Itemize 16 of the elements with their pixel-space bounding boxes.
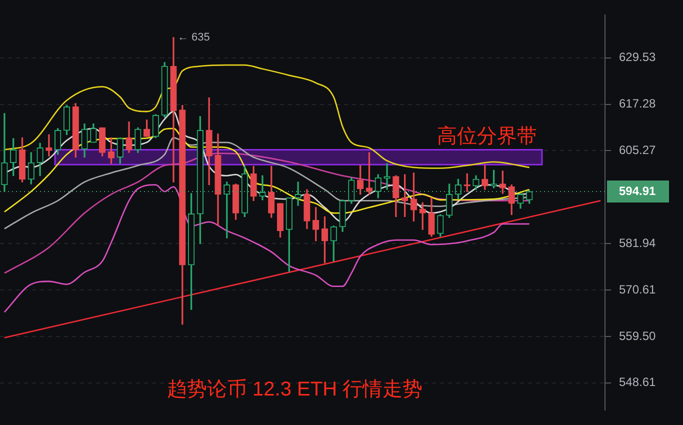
text: 趋势论币 12.3 ETH 行情走势: [167, 378, 423, 401]
band-label: 高位分界带: [437, 124, 537, 148]
y-tick-label: 581.94: [619, 236, 656, 250]
candlestick: [259, 175, 266, 200]
y-tick-label: 570.61: [619, 282, 656, 296]
candlestick: [294, 182, 302, 206]
ref-line-label: 594.91: [619, 184, 656, 198]
y-tick-label: 605.27: [619, 143, 656, 158]
y-tick-label: 548.61: [619, 375, 656, 390]
candlestick: [46, 134, 52, 156]
line-series: [4, 184, 530, 313]
candlestick: [384, 163, 390, 190]
y-tick-label: 629.53: [619, 50, 656, 64]
y-tick-label: 559.50: [619, 328, 656, 343]
y-tick-label: 617.28: [619, 96, 656, 111]
annotation: ← 635: [177, 31, 210, 44]
